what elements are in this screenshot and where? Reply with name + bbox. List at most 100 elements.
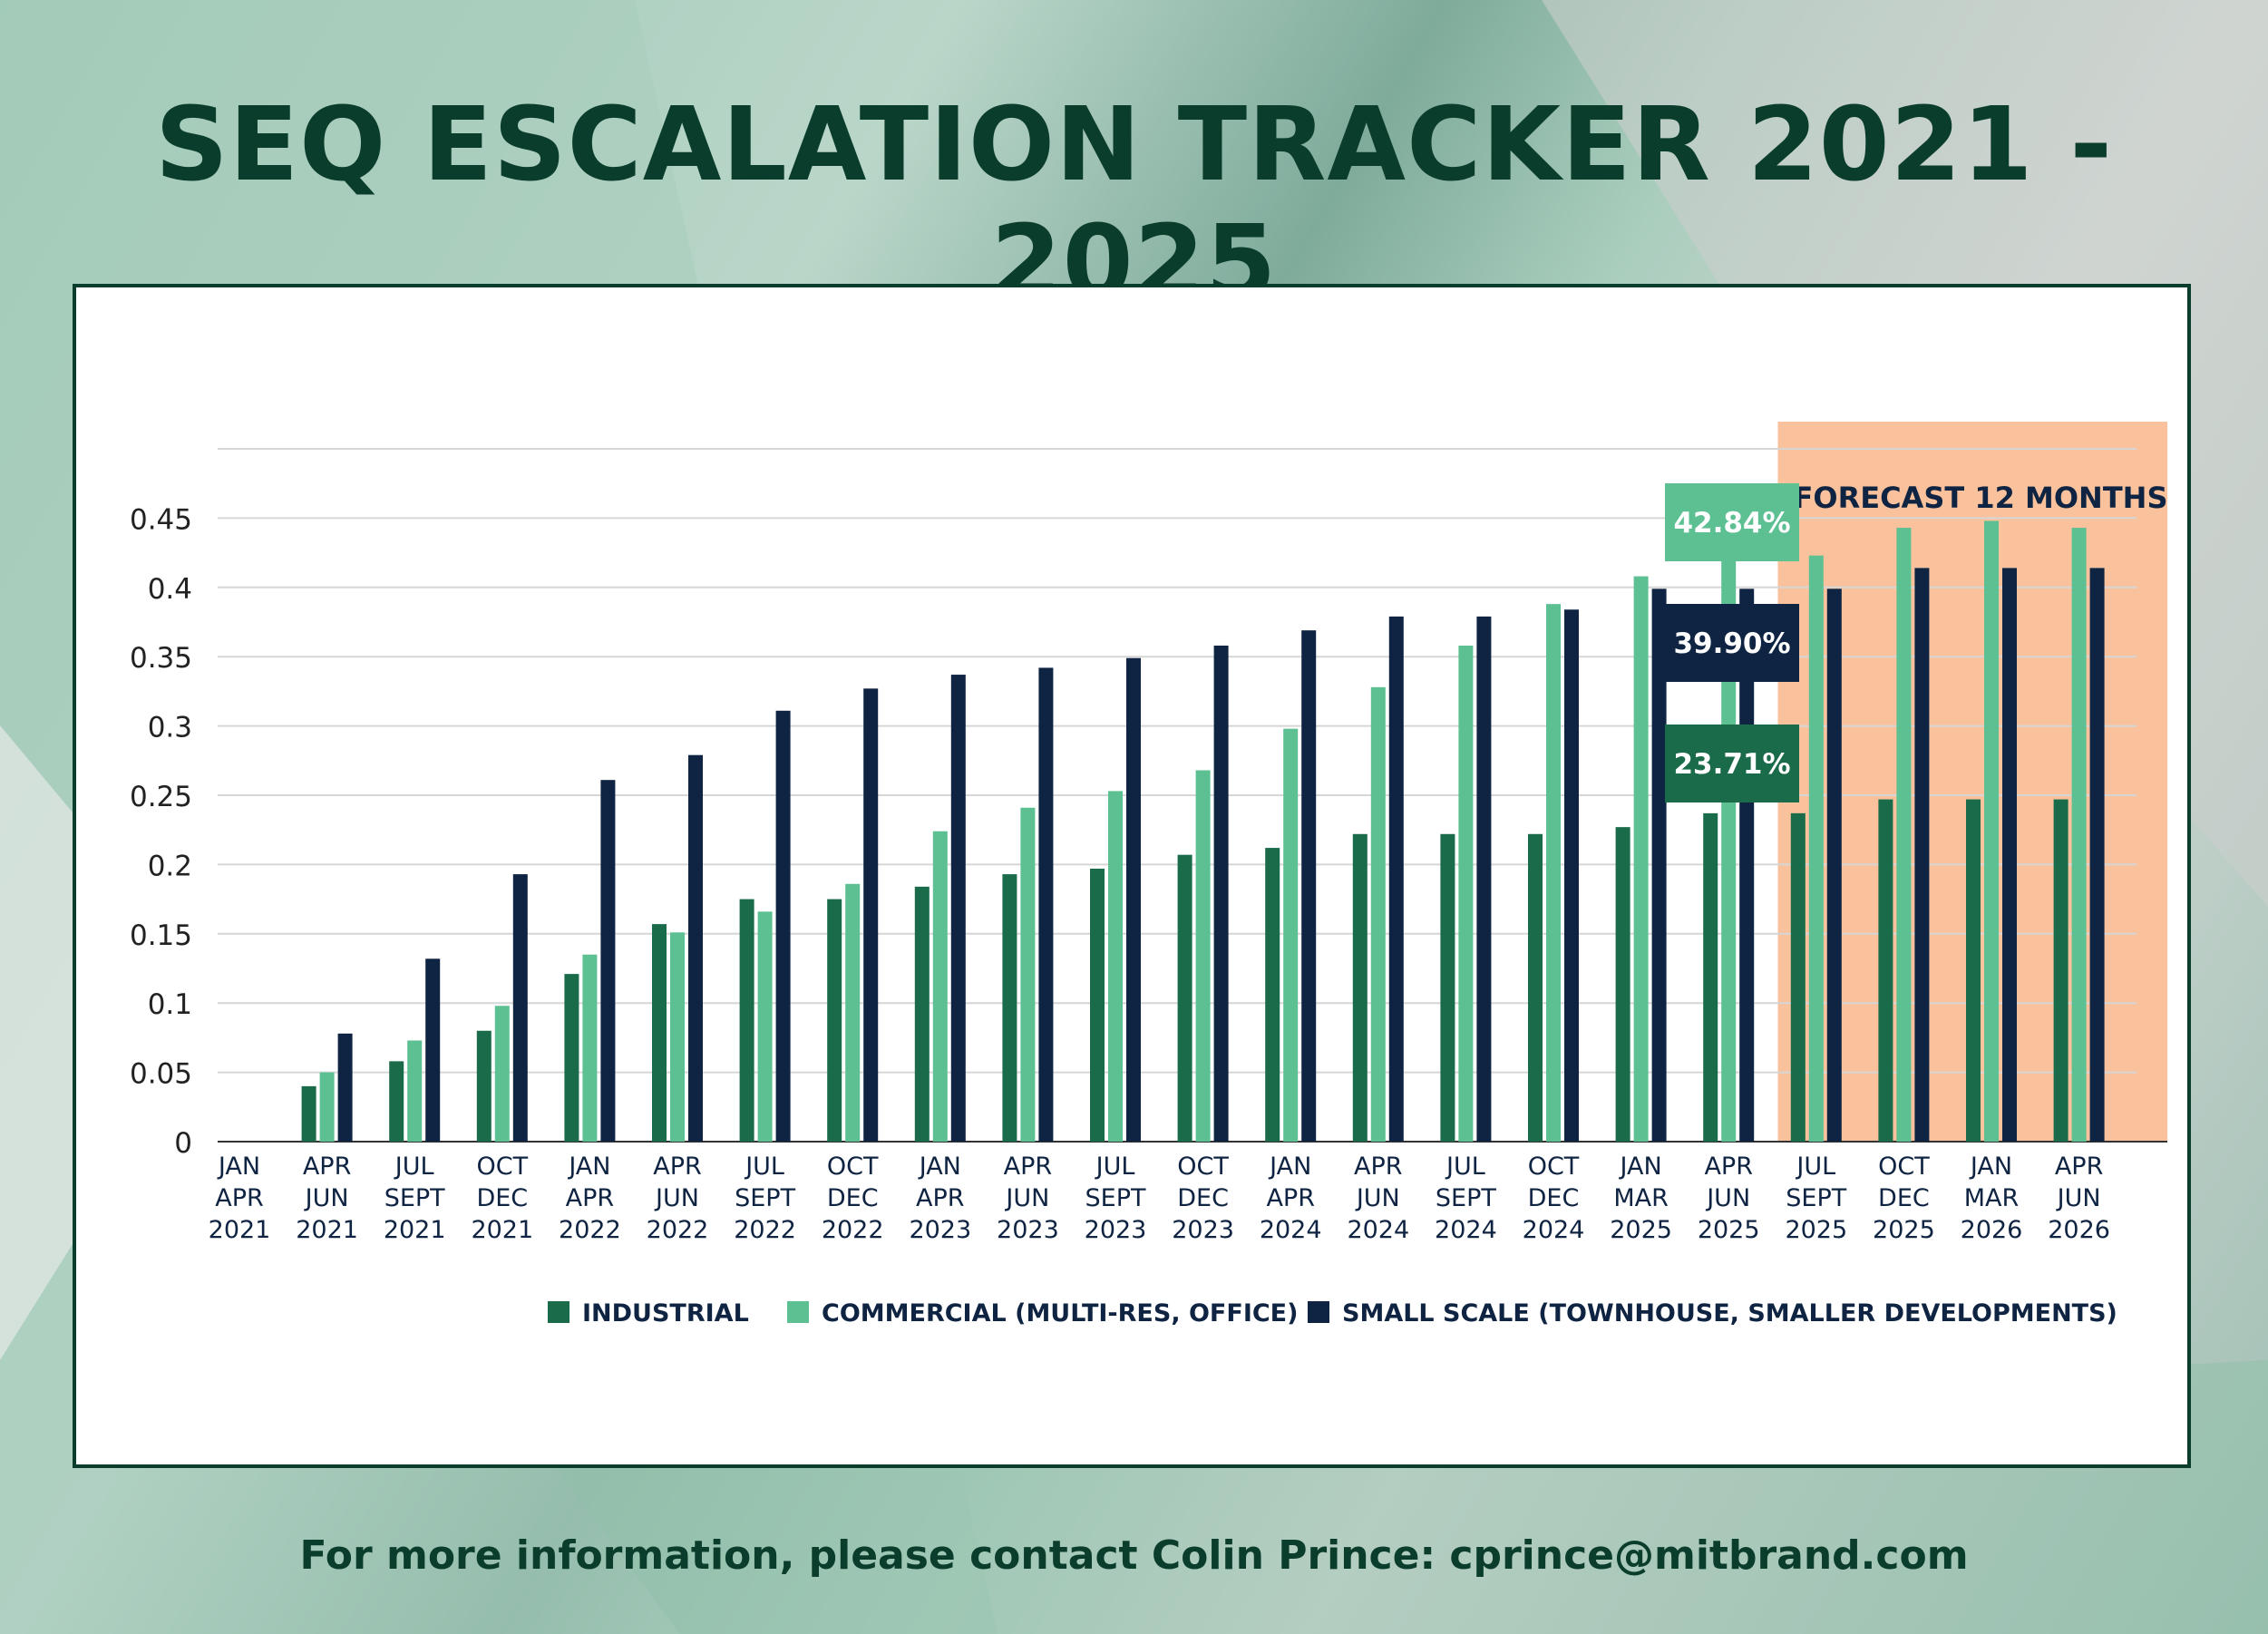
y-tick-label: 0.2 [148,850,192,882]
x-tick-label: JUL SEPT 2022 [734,1153,796,1244]
x-tick-label: OCT DEC 2024 [1523,1153,1585,1244]
bar-commercial [1020,807,1036,1142]
legend-swatch [548,1301,569,1323]
bar-industrial [1265,848,1280,1142]
x-tick-label: APR JUN 2026 [2048,1153,2110,1244]
x-tick-label: OCT DEC 2025 [1873,1153,1935,1244]
bar-commercial [407,1040,423,1142]
y-tick-label: 0.1 [148,988,192,1021]
bar-small-scale [337,1033,353,1142]
x-tick-label: APR JUN 2023 [997,1153,1059,1244]
bar-small-scale [425,958,441,1142]
bar-commercial [670,932,685,1142]
bar-industrial [827,899,842,1142]
bar-commercial [1721,549,1737,1142]
annotation-box [1665,725,1799,802]
bar-commercial [1283,728,1299,1142]
x-tick-label: JUL SEPT 2023 [1085,1153,1147,1244]
bar-industrial [301,1085,316,1142]
forecast-label: FORECAST 12 MONTHS [1794,481,2168,515]
bar-commercial [319,1072,335,1142]
bar-industrial [1002,874,1017,1142]
bar-small-scale [1126,657,1141,1142]
bar-small-scale [1476,616,1492,1142]
bar-small-scale [950,675,966,1142]
x-tick-label: OCT DEC 2023 [1172,1153,1234,1244]
legend-label: INDUSTRIAL [582,1299,749,1328]
bar-industrial [1615,827,1630,1142]
bar-small-scale [775,710,791,1142]
bar-commercial [1108,791,1123,1142]
bar-industrial [914,886,930,1142]
bar-industrial [739,899,754,1142]
bar-commercial [582,954,598,1142]
bar-commercial [1808,555,1824,1142]
annotation-box [1665,483,1799,561]
bar-industrial [476,1030,492,1142]
x-tick-label: JAN APR 2022 [559,1153,621,1244]
bar-industrial [652,924,667,1142]
bar-industrial [1878,799,1893,1142]
bar-small-scale [1301,630,1317,1142]
legend-swatch [1308,1301,1329,1323]
bar-industrial [1528,833,1543,1142]
chart-panel: 0 0.05 0.1 0.15 0.2 0.25 0.3 0.35 0.4 0.45 JAN APR 2… [73,284,2191,1468]
y-tick-label: 0.35 [130,642,192,675]
bar-small-scale [1038,667,1054,1142]
bar-small-scale [600,780,616,1142]
bar-small-scale [512,874,528,1142]
bar-commercial [1458,645,1474,1142]
bar-commercial [1546,604,1561,1142]
bar-commercial [2071,528,2087,1142]
legend-label: COMMERCIAL (MULTI-RES, OFFICE) [822,1299,1298,1328]
legend-label: SMALL SCALE (TOWNHOUSE, SMALLER DEVELOPM… [1342,1299,2117,1328]
x-tick-label: JAN MAR 2025 [1610,1153,1672,1244]
bar-commercial [1896,528,1912,1142]
bar-industrial [389,1061,404,1142]
annotation-value: 39.90% [1673,627,1790,660]
bar-industrial [1703,812,1718,1142]
y-tick-label: 0.25 [130,781,192,813]
x-tick-label: JAN APR 2023 [909,1153,971,1244]
annotation-value: 42.84% [1673,507,1790,540]
x-tick-label: JUL SEPT 2025 [1785,1153,1847,1244]
bar-commercial [1370,686,1386,1142]
bar-commercial [757,911,773,1142]
x-tick-label: APR JUN 2021 [296,1153,358,1244]
x-tick-label: OCT DEC 2021 [471,1153,533,1244]
bar-industrial [1440,833,1455,1142]
y-tick-label: 0.05 [130,1058,192,1091]
bar-small-scale [863,688,879,1142]
annotation-box [1665,604,1799,682]
x-tick-label: APR JUN 2024 [1347,1153,1409,1244]
bar-commercial [494,1006,510,1142]
bar-industrial [1790,812,1806,1142]
bar-commercial [1984,520,1999,1142]
x-tick-label: APR JUN 2022 [647,1153,709,1244]
y-tick-label: 0.45 [130,503,192,536]
x-tick-label: JUL SEPT 2024 [1435,1153,1497,1244]
bar-small-scale [688,754,703,1142]
bar-small-scale [1388,616,1404,1142]
y-tick-label: 0.4 [148,573,192,606]
bar-commercial [1195,770,1211,1142]
x-tick-label: JUL SEPT 2021 [384,1153,446,1244]
bar-small-scale [1826,588,1842,1142]
bar-industrial [1090,868,1105,1142]
bar-small-scale [1651,588,1667,1142]
bar-industrial [564,974,579,1142]
bar-industrial [2053,799,2068,1142]
x-tick-label: JAN APR 2024 [1260,1153,1322,1244]
y-tick-label: 0 [174,1127,192,1160]
bar-small-scale [2002,568,2017,1142]
contact-footer: For more information, please contact Col… [299,1532,1969,1579]
bar-industrial [1966,799,1981,1142]
bar-commercial [932,831,948,1142]
x-tick-label: APR JUN 2025 [1698,1153,1760,1244]
x-tick-label: OCT DEC 2022 [822,1153,884,1244]
bar-small-scale [1914,568,1930,1142]
escalation-chart: 0 0.05 0.1 0.15 0.2 0.25 0.3 0.35 0.4 0.45 JAN APR 2… [130,422,2168,1328]
bar-small-scale [1564,609,1579,1142]
x-tick-label: JAN APR 2021 [209,1153,271,1244]
x-tick-label: JAN MAR 2026 [1961,1153,2023,1244]
